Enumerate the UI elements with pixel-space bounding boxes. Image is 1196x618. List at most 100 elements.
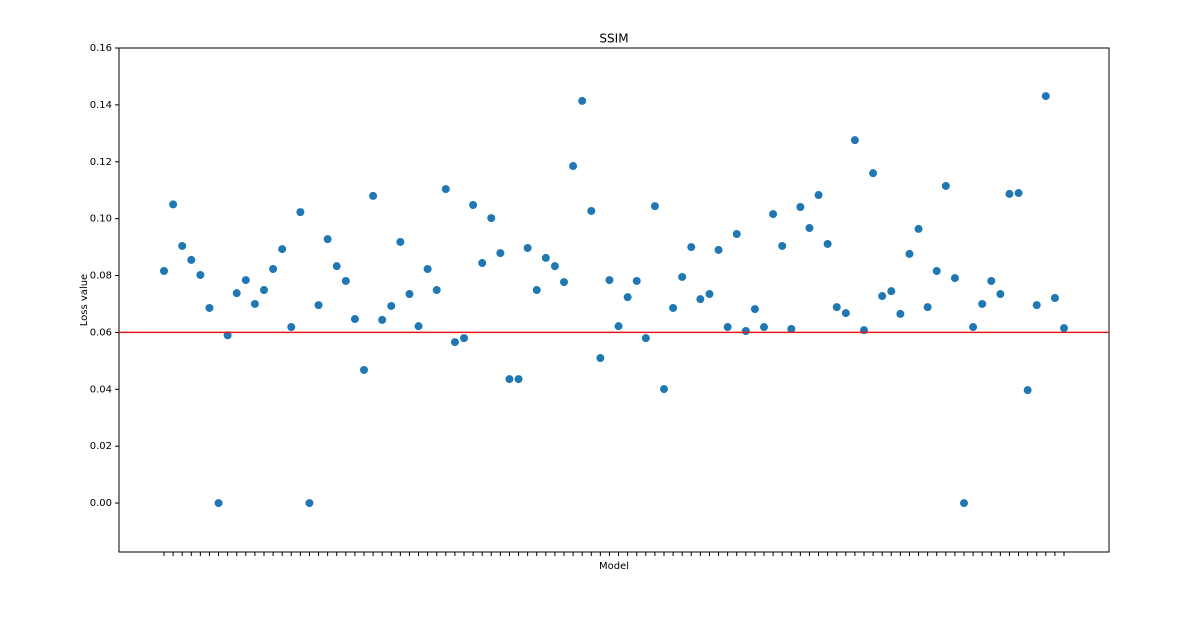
point xyxy=(696,295,705,304)
point xyxy=(260,286,268,295)
point xyxy=(623,293,632,302)
point xyxy=(823,239,832,248)
point xyxy=(878,292,887,301)
point xyxy=(969,323,978,332)
point xyxy=(305,499,314,508)
y-tick-label: 0.02 xyxy=(90,441,112,452)
point xyxy=(841,309,850,318)
y-tick-label: 0.06 xyxy=(90,327,112,338)
point xyxy=(832,303,841,312)
y-tick-label: 0.14 xyxy=(90,100,112,111)
point xyxy=(923,303,932,312)
point xyxy=(941,181,950,190)
point xyxy=(632,276,641,285)
point xyxy=(569,162,578,171)
point xyxy=(378,315,387,324)
point xyxy=(169,200,178,209)
point xyxy=(541,253,550,262)
point xyxy=(1005,189,1014,198)
point xyxy=(387,301,396,310)
point xyxy=(660,385,668,394)
point xyxy=(896,309,905,318)
chart-title: SSIM xyxy=(599,32,628,46)
point xyxy=(523,243,532,252)
point xyxy=(232,289,241,298)
point xyxy=(978,299,987,308)
point xyxy=(805,224,814,233)
point xyxy=(460,334,468,343)
point xyxy=(787,325,796,334)
point xyxy=(1032,301,1041,310)
point xyxy=(214,499,223,508)
point xyxy=(432,286,441,295)
point xyxy=(414,322,423,331)
point xyxy=(560,278,568,287)
point xyxy=(396,237,405,246)
point xyxy=(314,301,323,310)
point xyxy=(341,276,350,285)
point xyxy=(369,191,378,200)
point xyxy=(478,259,487,268)
point xyxy=(887,287,896,296)
point xyxy=(750,305,759,314)
point xyxy=(250,299,259,308)
point xyxy=(1060,324,1068,333)
point xyxy=(514,375,523,384)
point xyxy=(914,224,923,233)
point xyxy=(587,206,596,215)
y-tick-label: 0.16 xyxy=(90,43,112,54)
point xyxy=(741,327,750,336)
point xyxy=(1041,92,1050,101)
y-axis-label: Loss value xyxy=(79,274,90,326)
point xyxy=(732,230,741,239)
y-tick-label: 0.00 xyxy=(90,498,112,509)
point xyxy=(850,136,859,145)
point xyxy=(323,235,332,244)
point xyxy=(269,264,278,273)
point xyxy=(596,354,605,363)
point xyxy=(423,264,432,273)
point xyxy=(814,191,823,200)
point xyxy=(869,169,878,178)
point xyxy=(332,262,341,271)
plot-frame xyxy=(118,47,1110,553)
point xyxy=(678,272,687,281)
point xyxy=(996,290,1005,299)
point xyxy=(905,249,914,258)
point xyxy=(605,276,614,285)
y-tick-label: 0.04 xyxy=(90,384,112,395)
point xyxy=(687,243,696,252)
point xyxy=(469,201,478,210)
point xyxy=(405,290,414,299)
point xyxy=(496,249,505,258)
point xyxy=(450,338,459,347)
point xyxy=(178,241,187,250)
point xyxy=(723,323,732,332)
point xyxy=(578,96,587,105)
point xyxy=(760,323,768,332)
point xyxy=(196,270,205,279)
point xyxy=(532,286,541,295)
point xyxy=(778,241,787,250)
point xyxy=(769,210,778,219)
point xyxy=(360,365,368,374)
point xyxy=(1050,294,1059,303)
point xyxy=(932,266,941,275)
point xyxy=(223,331,232,340)
point xyxy=(614,322,623,331)
point xyxy=(160,266,168,275)
point xyxy=(669,303,678,312)
y-tick-label: 0.10 xyxy=(90,214,112,225)
point xyxy=(796,202,805,211)
point xyxy=(350,315,359,324)
point xyxy=(187,255,196,264)
point xyxy=(205,303,214,312)
point xyxy=(487,214,496,223)
point xyxy=(241,276,250,285)
point xyxy=(1023,386,1032,395)
point xyxy=(550,262,559,271)
point xyxy=(287,323,296,332)
point xyxy=(950,274,959,283)
point xyxy=(714,245,723,254)
